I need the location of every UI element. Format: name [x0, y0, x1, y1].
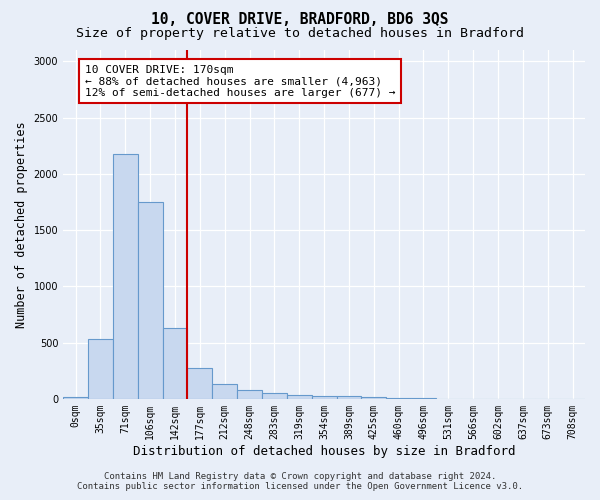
X-axis label: Distribution of detached houses by size in Bradford: Distribution of detached houses by size …: [133, 444, 515, 458]
Bar: [138, 202, 163, 399]
Bar: [361, 396, 386, 399]
Bar: [212, 384, 237, 399]
Y-axis label: Number of detached properties: Number of detached properties: [15, 121, 28, 328]
Bar: [237, 390, 262, 399]
Text: 10, COVER DRIVE, BRADFORD, BD6 3QS: 10, COVER DRIVE, BRADFORD, BD6 3QS: [151, 12, 449, 28]
Bar: [311, 396, 337, 399]
Bar: [287, 395, 311, 399]
Text: 10 COVER DRIVE: 170sqm
← 88% of detached houses are smaller (4,963)
12% of semi-: 10 COVER DRIVE: 170sqm ← 88% of detached…: [85, 64, 395, 98]
Bar: [187, 368, 212, 399]
Bar: [88, 339, 113, 399]
Text: Contains HM Land Registry data © Crown copyright and database right 2024.
Contai: Contains HM Land Registry data © Crown c…: [77, 472, 523, 491]
Bar: [337, 396, 361, 399]
Bar: [63, 396, 88, 399]
Bar: [386, 398, 411, 399]
Bar: [163, 328, 187, 399]
Bar: [262, 392, 287, 399]
Text: Size of property relative to detached houses in Bradford: Size of property relative to detached ho…: [76, 28, 524, 40]
Bar: [113, 154, 138, 399]
